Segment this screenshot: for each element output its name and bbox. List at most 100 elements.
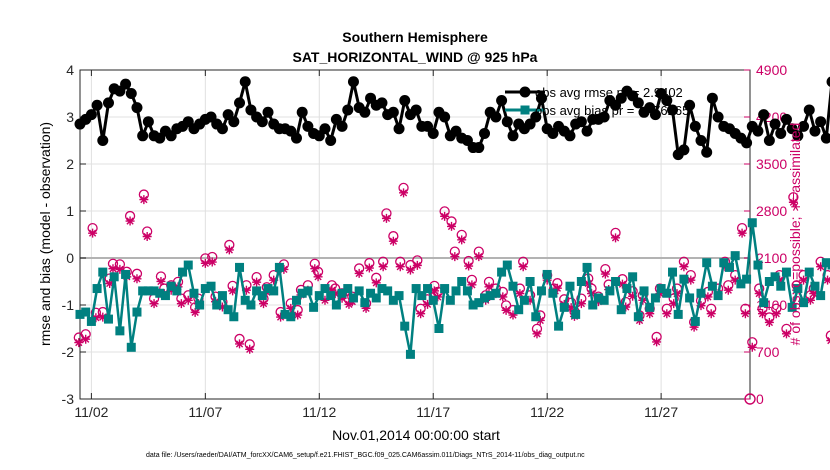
count-assimilated-marker [672,289,682,299]
bias-point [713,291,723,301]
bias-point [605,286,615,296]
count-point [764,312,775,327]
count-assimilated-marker [474,252,484,262]
y-right-tick-label: 0 [756,391,764,407]
rmse-point [142,116,154,128]
count-assimilated-marker [313,272,323,282]
rmse-point [661,95,673,107]
x-axis-label: Nov.01,2014 00:00:00 start [332,427,500,443]
count-assimilated-marker [515,289,525,299]
count-assimilated-marker [809,289,819,299]
count-point [439,206,450,221]
bias-point [565,281,575,291]
y-axis-right-label: # of obs: o=possible; ∗=assimilated [787,123,803,346]
rmse-point [262,106,274,118]
legend-rmse-marker [519,86,531,98]
series-rmse [74,76,830,161]
bias-point [86,316,96,326]
legend-rmse-label: obs avg rmse pr = 2.9402 [535,85,683,100]
count-assimilated-marker [259,299,269,309]
rmse-point [399,95,411,107]
legend-bias-marker [520,105,530,115]
x-tick-label: 11/22 [530,404,564,420]
plot-background [80,70,750,399]
count-assimilated-marker [703,292,713,302]
footnote: data file: /Users/raeder/DAI/ATM_forcXX/… [146,452,585,459]
rmse-point [632,97,644,109]
bias-point [474,298,484,308]
count-point [381,208,392,223]
bias-point [440,284,450,294]
bias-point [747,218,757,228]
bias-point [525,277,535,286]
count-assimilated-marker [542,275,552,285]
rmse-point [798,120,810,132]
rmse-point [490,111,502,123]
count-assimilated-marker [706,309,716,319]
count-point [395,256,406,272]
bias-point [280,309,290,319]
rmse-point [479,127,491,139]
count-point [518,256,529,272]
rmse-point [775,127,787,139]
rmse-point [809,125,821,137]
bias-point [337,288,347,298]
bias-point [320,284,330,294]
bias-point [462,286,472,296]
bias-point [776,281,786,291]
count-assimilated-marker [747,342,757,352]
rmse-point [741,137,753,149]
bias-point [92,284,102,294]
count-point [576,293,587,309]
bias-point [417,291,427,301]
bias-point [183,260,193,270]
bias-point [81,307,91,317]
count-point [224,239,235,255]
rmse-point [325,135,337,146]
bias-point [736,279,746,289]
count-assimilated-marker [245,344,255,354]
count-point [825,330,830,345]
count-point [678,256,690,272]
bias-point [514,305,524,315]
count-assimilated-marker [252,277,262,287]
count-assimilated-marker [788,197,798,207]
bias-point [143,286,153,296]
bias-point [366,288,376,298]
count-point [781,323,792,339]
bias-point [348,293,358,303]
rmse-point [820,132,830,144]
count-assimilated-marker [730,275,740,285]
y-right-tick-label: 2100 [756,250,787,266]
count-assimilated-marker [88,228,98,238]
bias-point [616,305,626,315]
count-point [371,272,382,288]
bias-point [195,300,205,310]
count-point [610,227,621,243]
count-assimilated-marker [132,274,142,284]
rmse-point [97,135,109,146]
count-assimilated-marker [525,295,535,305]
count-assimilated-marker [412,260,422,270]
count-assimilated-marker [139,195,149,205]
rmse-point [131,102,143,114]
bias-point [297,288,307,298]
bias-point [719,258,729,268]
count-point [412,255,423,270]
bias-point [252,286,262,296]
count-assimilated-marker [381,213,391,223]
rmse-point [439,111,451,123]
bias-point [423,284,433,294]
bias-point [707,281,717,291]
bias-point [611,277,621,286]
y-left-tick-label: 4 [66,62,74,78]
count-assimilated-marker [669,299,679,309]
y-right-tick-label: 2800 [756,203,787,219]
count-point [124,210,136,226]
bias-point [531,312,541,322]
bias-point [121,269,131,279]
rmse-point [792,130,804,142]
count-assimilated-marker [508,310,518,320]
rmse-point [501,116,513,128]
rmse-point [347,76,359,88]
